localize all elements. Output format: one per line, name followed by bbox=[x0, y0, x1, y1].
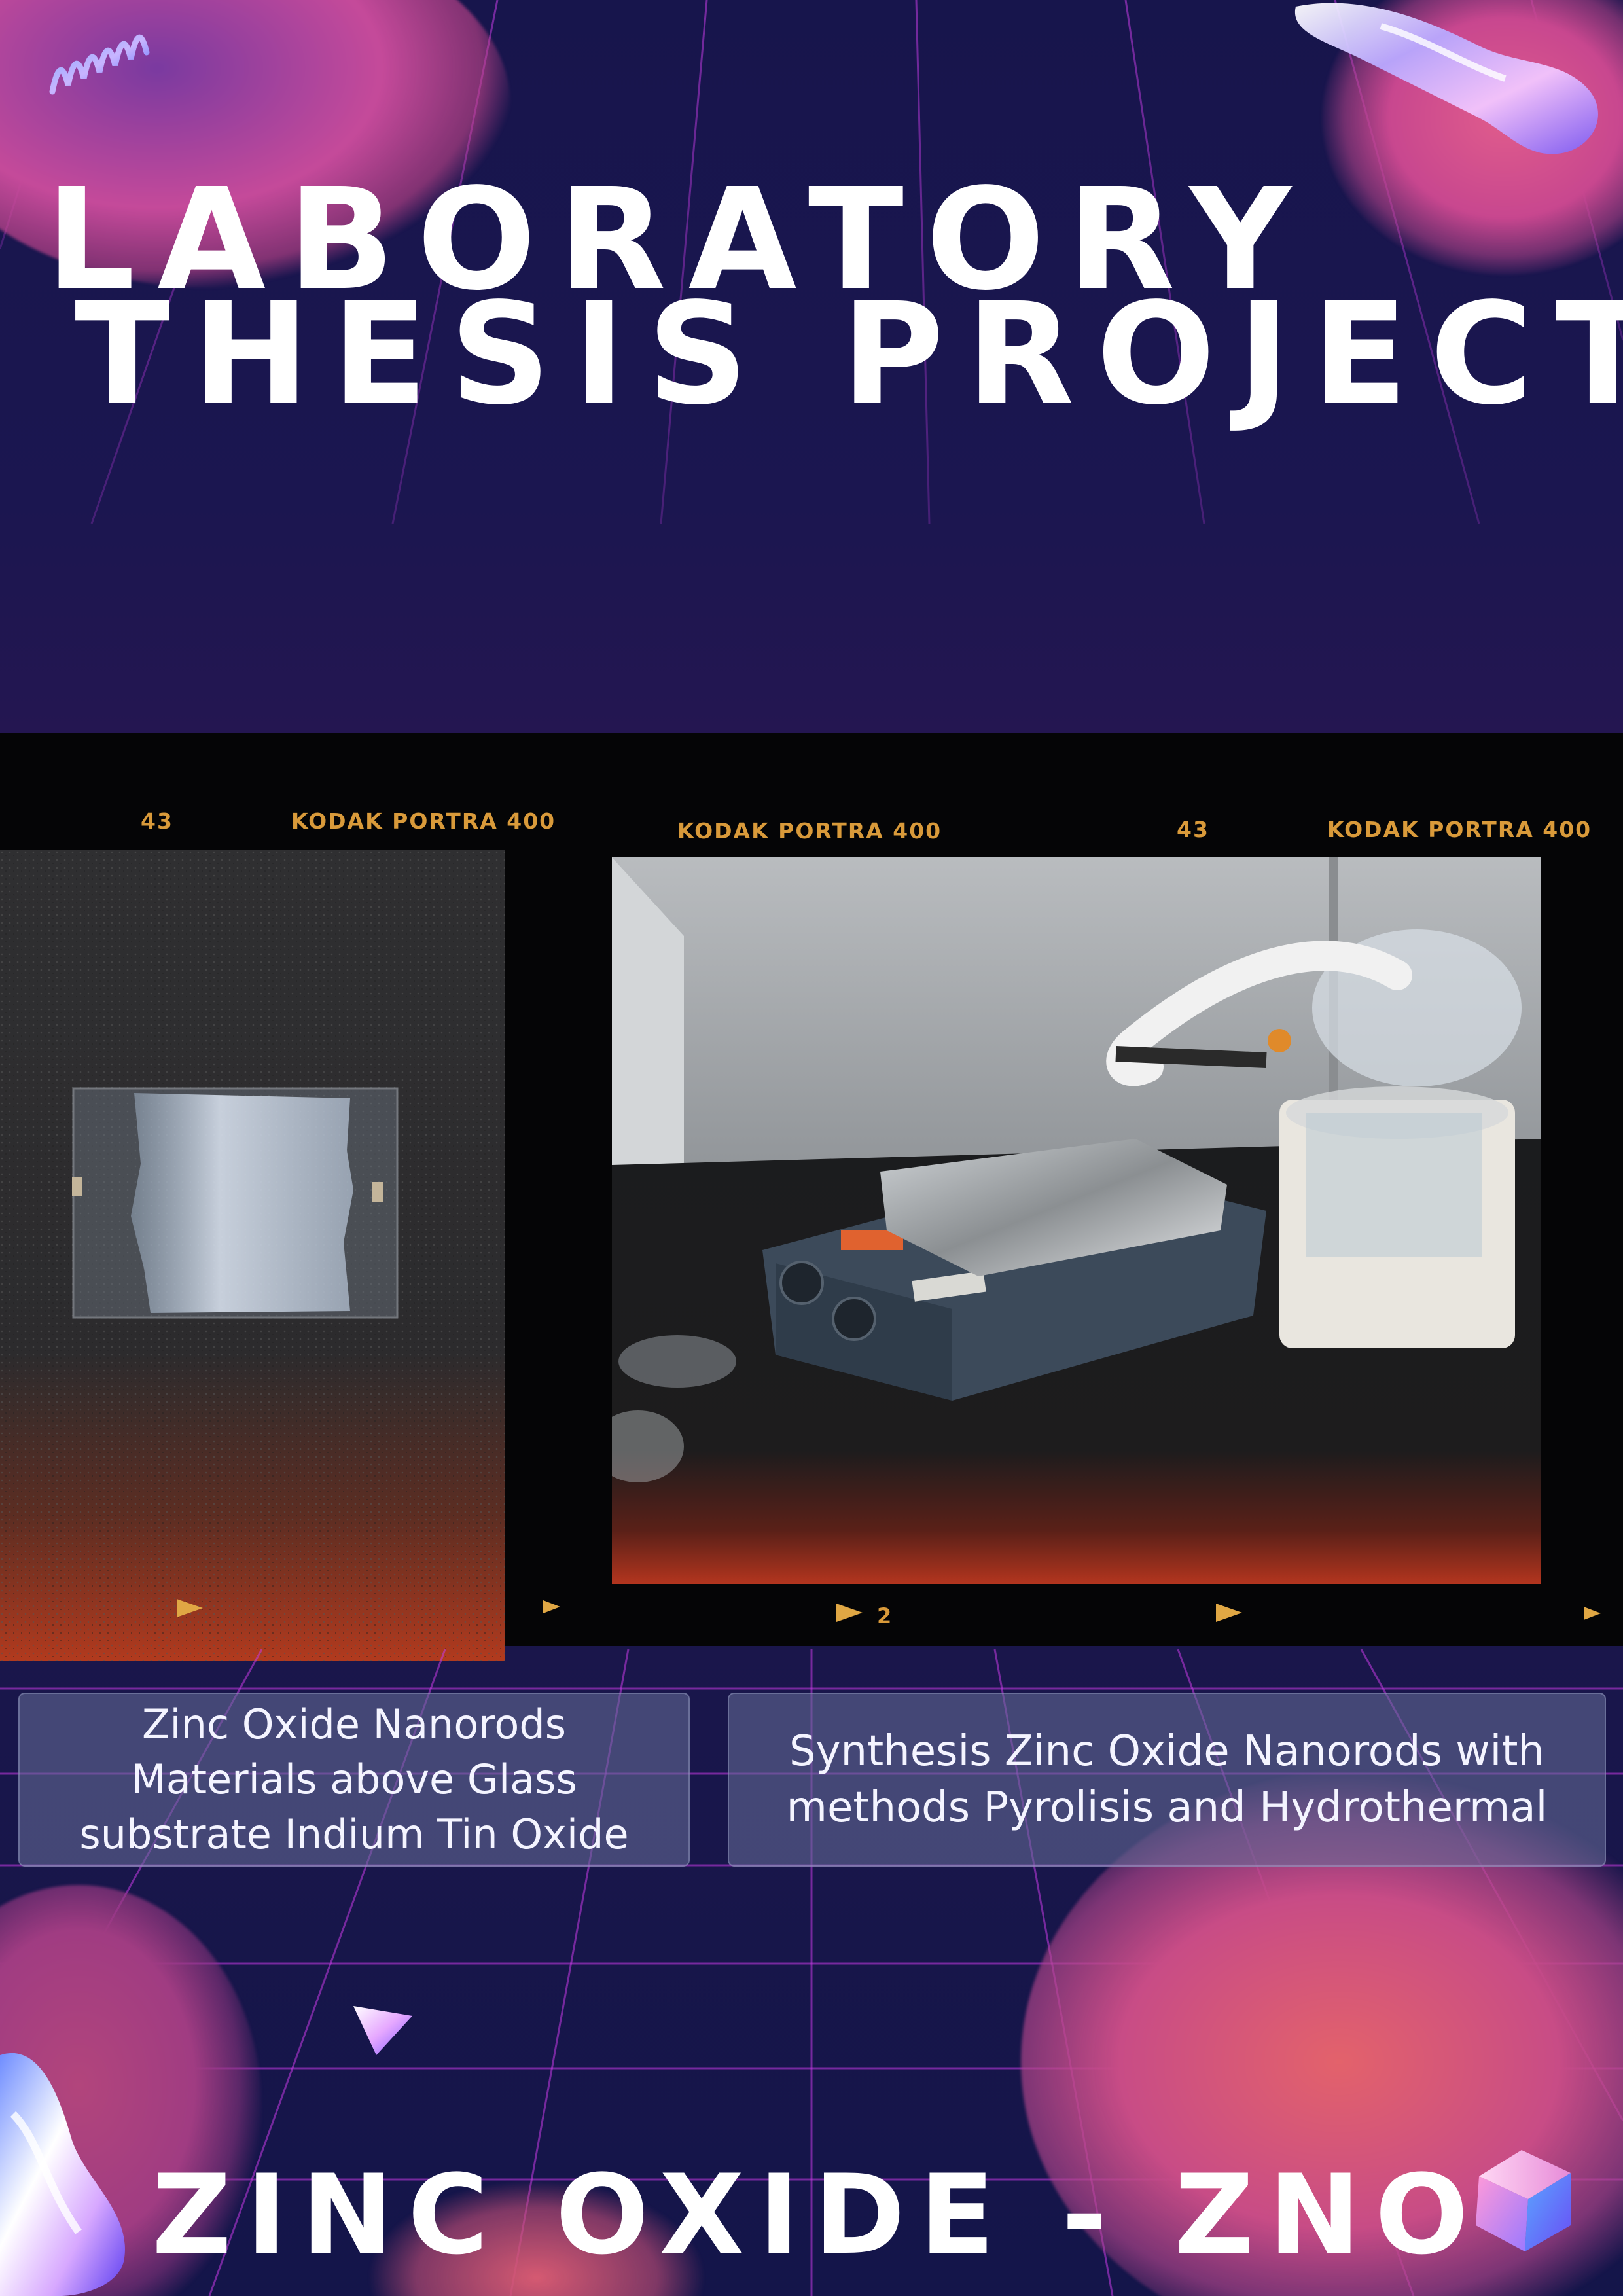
caption-right: Synthesis Zinc Oxide Nanorods with metho… bbox=[728, 1693, 1606, 1867]
liquid-chrome-icon bbox=[1294, 3, 1598, 154]
cube-icon bbox=[1476, 2150, 1571, 2251]
photo-lab-setup bbox=[612, 857, 1541, 1584]
footer-title: ZINC OXIDE - ZNO bbox=[152, 2151, 1483, 2279]
photo-glass-substrate bbox=[0, 850, 505, 1661]
film-brand-left: KODAK PORTRA 400 bbox=[291, 808, 556, 834]
title-line-2: THESIS PROJECT bbox=[75, 273, 1623, 436]
spring-icon bbox=[49, 35, 150, 95]
pyramid-icon bbox=[353, 2006, 412, 2055]
liquid-chrome-bottom-icon bbox=[0, 2053, 125, 2296]
film-strip: 43 KODAK PORTRA 400 KODAK PORTRA 400 43 … bbox=[0, 733, 1623, 1661]
film-arrow-4 bbox=[1216, 1604, 1242, 1622]
film-arrow-3 bbox=[836, 1604, 863, 1622]
frame-number-left: 43 bbox=[141, 808, 173, 834]
film-arrow-5 bbox=[1584, 1607, 1601, 1620]
film-brand-middle: KODAK PORTRA 400 bbox=[677, 818, 942, 844]
film-brand-right: KODAK PORTRA 400 bbox=[1327, 817, 1592, 842]
film-arrow-1 bbox=[177, 1599, 203, 1617]
frame-counter: 2 bbox=[877, 1604, 893, 1628]
title-line-1: LABORATORY bbox=[46, 158, 1313, 321]
film-arrow-2 bbox=[543, 1600, 560, 1613]
frame-number-right: 43 bbox=[1177, 817, 1209, 842]
caption-left: Zinc Oxide Nanorods Materials above Glas… bbox=[18, 1693, 690, 1867]
